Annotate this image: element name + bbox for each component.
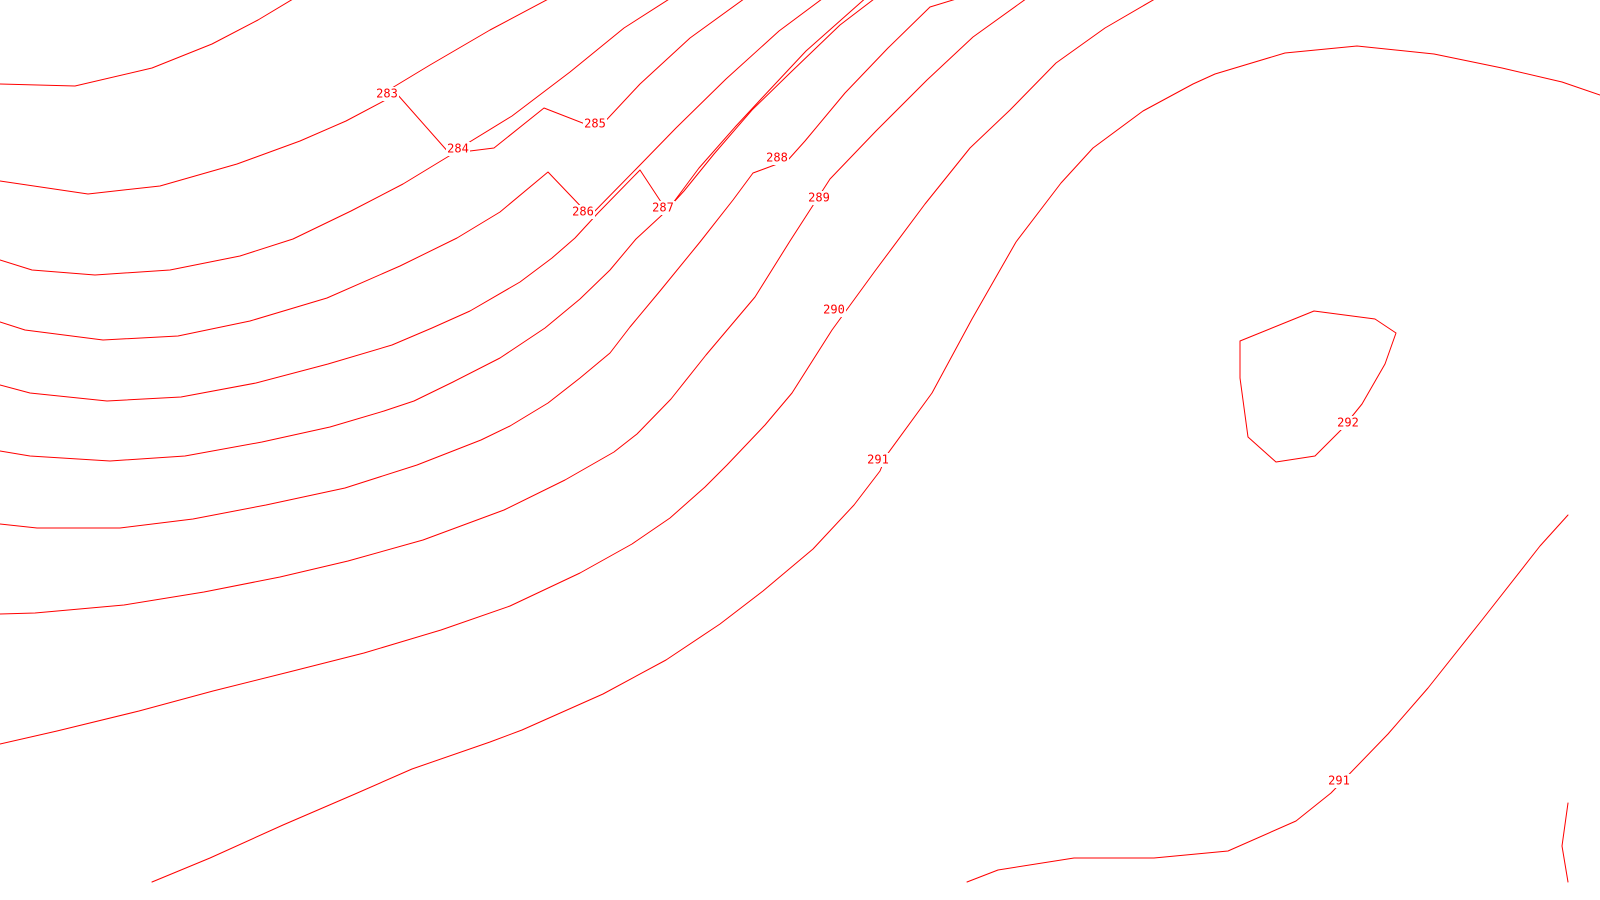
contour-line-284 bbox=[0, 0, 669, 195]
contour-label-290: 290 bbox=[823, 303, 845, 317]
contour-label-bg bbox=[807, 191, 831, 205]
contour-label-bg bbox=[765, 151, 789, 165]
contour-line-285 bbox=[0, 0, 744, 276]
contour-label-291-lower: 291 bbox=[1328, 774, 1350, 788]
contour-labels: 283 284 285 286 287 288 289 290 291 292 291 bbox=[375, 87, 1360, 788]
contour-line-292 bbox=[1239, 310, 1397, 463]
contour-label-285: 285 bbox=[584, 117, 606, 131]
contour-line-283b bbox=[381, 0, 548, 95]
contour-line-291-edge bbox=[1561, 802, 1569, 883]
contour-line-291-upper bbox=[0, 0, 1155, 745]
contour-line-287 bbox=[0, 0, 865, 402]
contour-label-289: 289 bbox=[808, 191, 830, 205]
contour-label-bg bbox=[822, 303, 846, 317]
contour-label-286: 286 bbox=[572, 205, 594, 219]
contour-label-bg bbox=[583, 117, 607, 131]
contour-line-291-lower bbox=[966, 514, 1569, 883]
contour-label-291-upper: 291 bbox=[867, 453, 889, 467]
contour-line-289 bbox=[0, 0, 955, 529]
contour-label-bg bbox=[651, 201, 675, 215]
contour-line-288 bbox=[0, 0, 874, 462]
contour-label-bg bbox=[1336, 416, 1360, 430]
contour-label-bg bbox=[571, 205, 595, 219]
contour-line-283 bbox=[0, 0, 293, 87]
contour-label-284: 284 bbox=[447, 142, 469, 156]
contour-label-bg bbox=[446, 142, 470, 156]
contour-label-283: 283 bbox=[376, 87, 398, 101]
contour-label-bg bbox=[375, 87, 399, 101]
contour-line-286 bbox=[0, 0, 822, 341]
contour-line-290 bbox=[0, 0, 1026, 615]
contour-label-bg bbox=[866, 453, 890, 467]
contour-label-292: 292 bbox=[1337, 416, 1359, 430]
contour-label-bg bbox=[1327, 774, 1351, 788]
contour-label-287: 287 bbox=[652, 201, 674, 215]
contour-label-288: 288 bbox=[766, 151, 788, 165]
